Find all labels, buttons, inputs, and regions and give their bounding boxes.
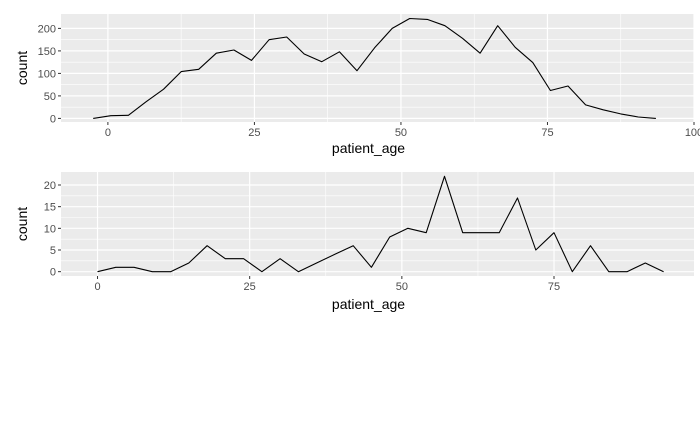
x-tick-label: 25 — [248, 127, 260, 139]
x-axis-title: patient_age — [332, 296, 405, 312]
plot-panel — [61, 172, 694, 276]
x-tick-label: 50 — [395, 127, 407, 139]
y-tick-label: 20 — [44, 180, 56, 192]
x-tick-label: 0 — [94, 281, 100, 293]
x-tick-label: 25 — [244, 281, 256, 293]
y-tick-label: 0 — [50, 113, 56, 125]
x-axis-title: patient_age — [332, 140, 405, 156]
x-tick-label: 75 — [541, 127, 553, 139]
x-tick-label: 100 — [685, 127, 700, 139]
y-tick-label: 10 — [44, 223, 56, 235]
y-axis-title: count — [14, 51, 30, 85]
y-tick-label: 50 — [44, 91, 56, 103]
y-tick-label: 15 — [44, 202, 56, 214]
age-histogram-top: 0 25 50 75 100 0 50 100 150 200 patient_age count — [14, 14, 700, 156]
y-tick-label: 150 — [38, 46, 56, 58]
y-tick-label: 200 — [38, 23, 56, 35]
x-tick-label: 0 — [105, 127, 111, 139]
plot-panel — [61, 14, 694, 122]
age-histogram-bottom: 0 25 50 75 0 5 10 15 20 patient_age count — [14, 172, 694, 312]
series-line — [93, 17, 656, 119]
series-line — [97, 175, 664, 273]
y-tick-label: 0 — [50, 267, 56, 279]
y-tick-label: 100 — [38, 68, 56, 80]
x-tick-label: 50 — [396, 281, 408, 293]
x-tick-label: 75 — [548, 281, 560, 293]
y-tick-label: 5 — [50, 245, 56, 257]
y-axis-title: count — [14, 207, 30, 241]
